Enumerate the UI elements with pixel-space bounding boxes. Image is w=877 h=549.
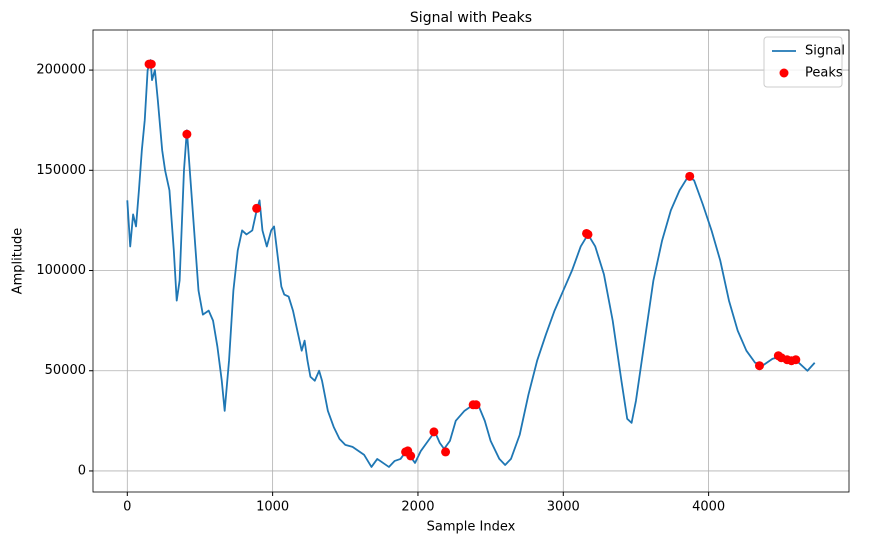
- y-tick-label: 50000: [45, 363, 86, 378]
- peak-point: [791, 355, 801, 365]
- chart-title: Signal with Peaks: [410, 10, 532, 26]
- peak-point: [429, 427, 439, 437]
- peak-point: [471, 400, 481, 410]
- plot-frame: [92, 29, 850, 493]
- y-tick-label: 150000: [36, 163, 86, 178]
- x-tick-label: 0: [123, 500, 131, 515]
- peak-point: [252, 203, 262, 213]
- x-tick-label: 2000: [401, 500, 434, 515]
- legend-label: Peaks: [805, 66, 843, 81]
- peak-point: [406, 451, 416, 461]
- x-axis-label: Sample Index: [427, 520, 516, 535]
- peak-point: [754, 361, 764, 371]
- y-tick-label: 200000: [36, 63, 86, 78]
- legend-label: Signal: [805, 44, 845, 59]
- peak-point: [441, 447, 451, 457]
- peak-point: [685, 171, 695, 181]
- peak-point: [146, 59, 156, 69]
- legend-marker: [779, 68, 789, 78]
- peak-point: [182, 129, 192, 139]
- peak-point: [583, 229, 593, 239]
- y-tick-label: 0: [78, 463, 86, 478]
- y-axis-label: Amplitude: [11, 228, 26, 295]
- x-tick-label: 3000: [547, 500, 580, 515]
- x-tick-label: 4000: [692, 500, 725, 515]
- x-tick-label: 1000: [256, 500, 289, 515]
- signal-line: [126, 59, 816, 468]
- y-tick-label: 100000: [36, 263, 86, 278]
